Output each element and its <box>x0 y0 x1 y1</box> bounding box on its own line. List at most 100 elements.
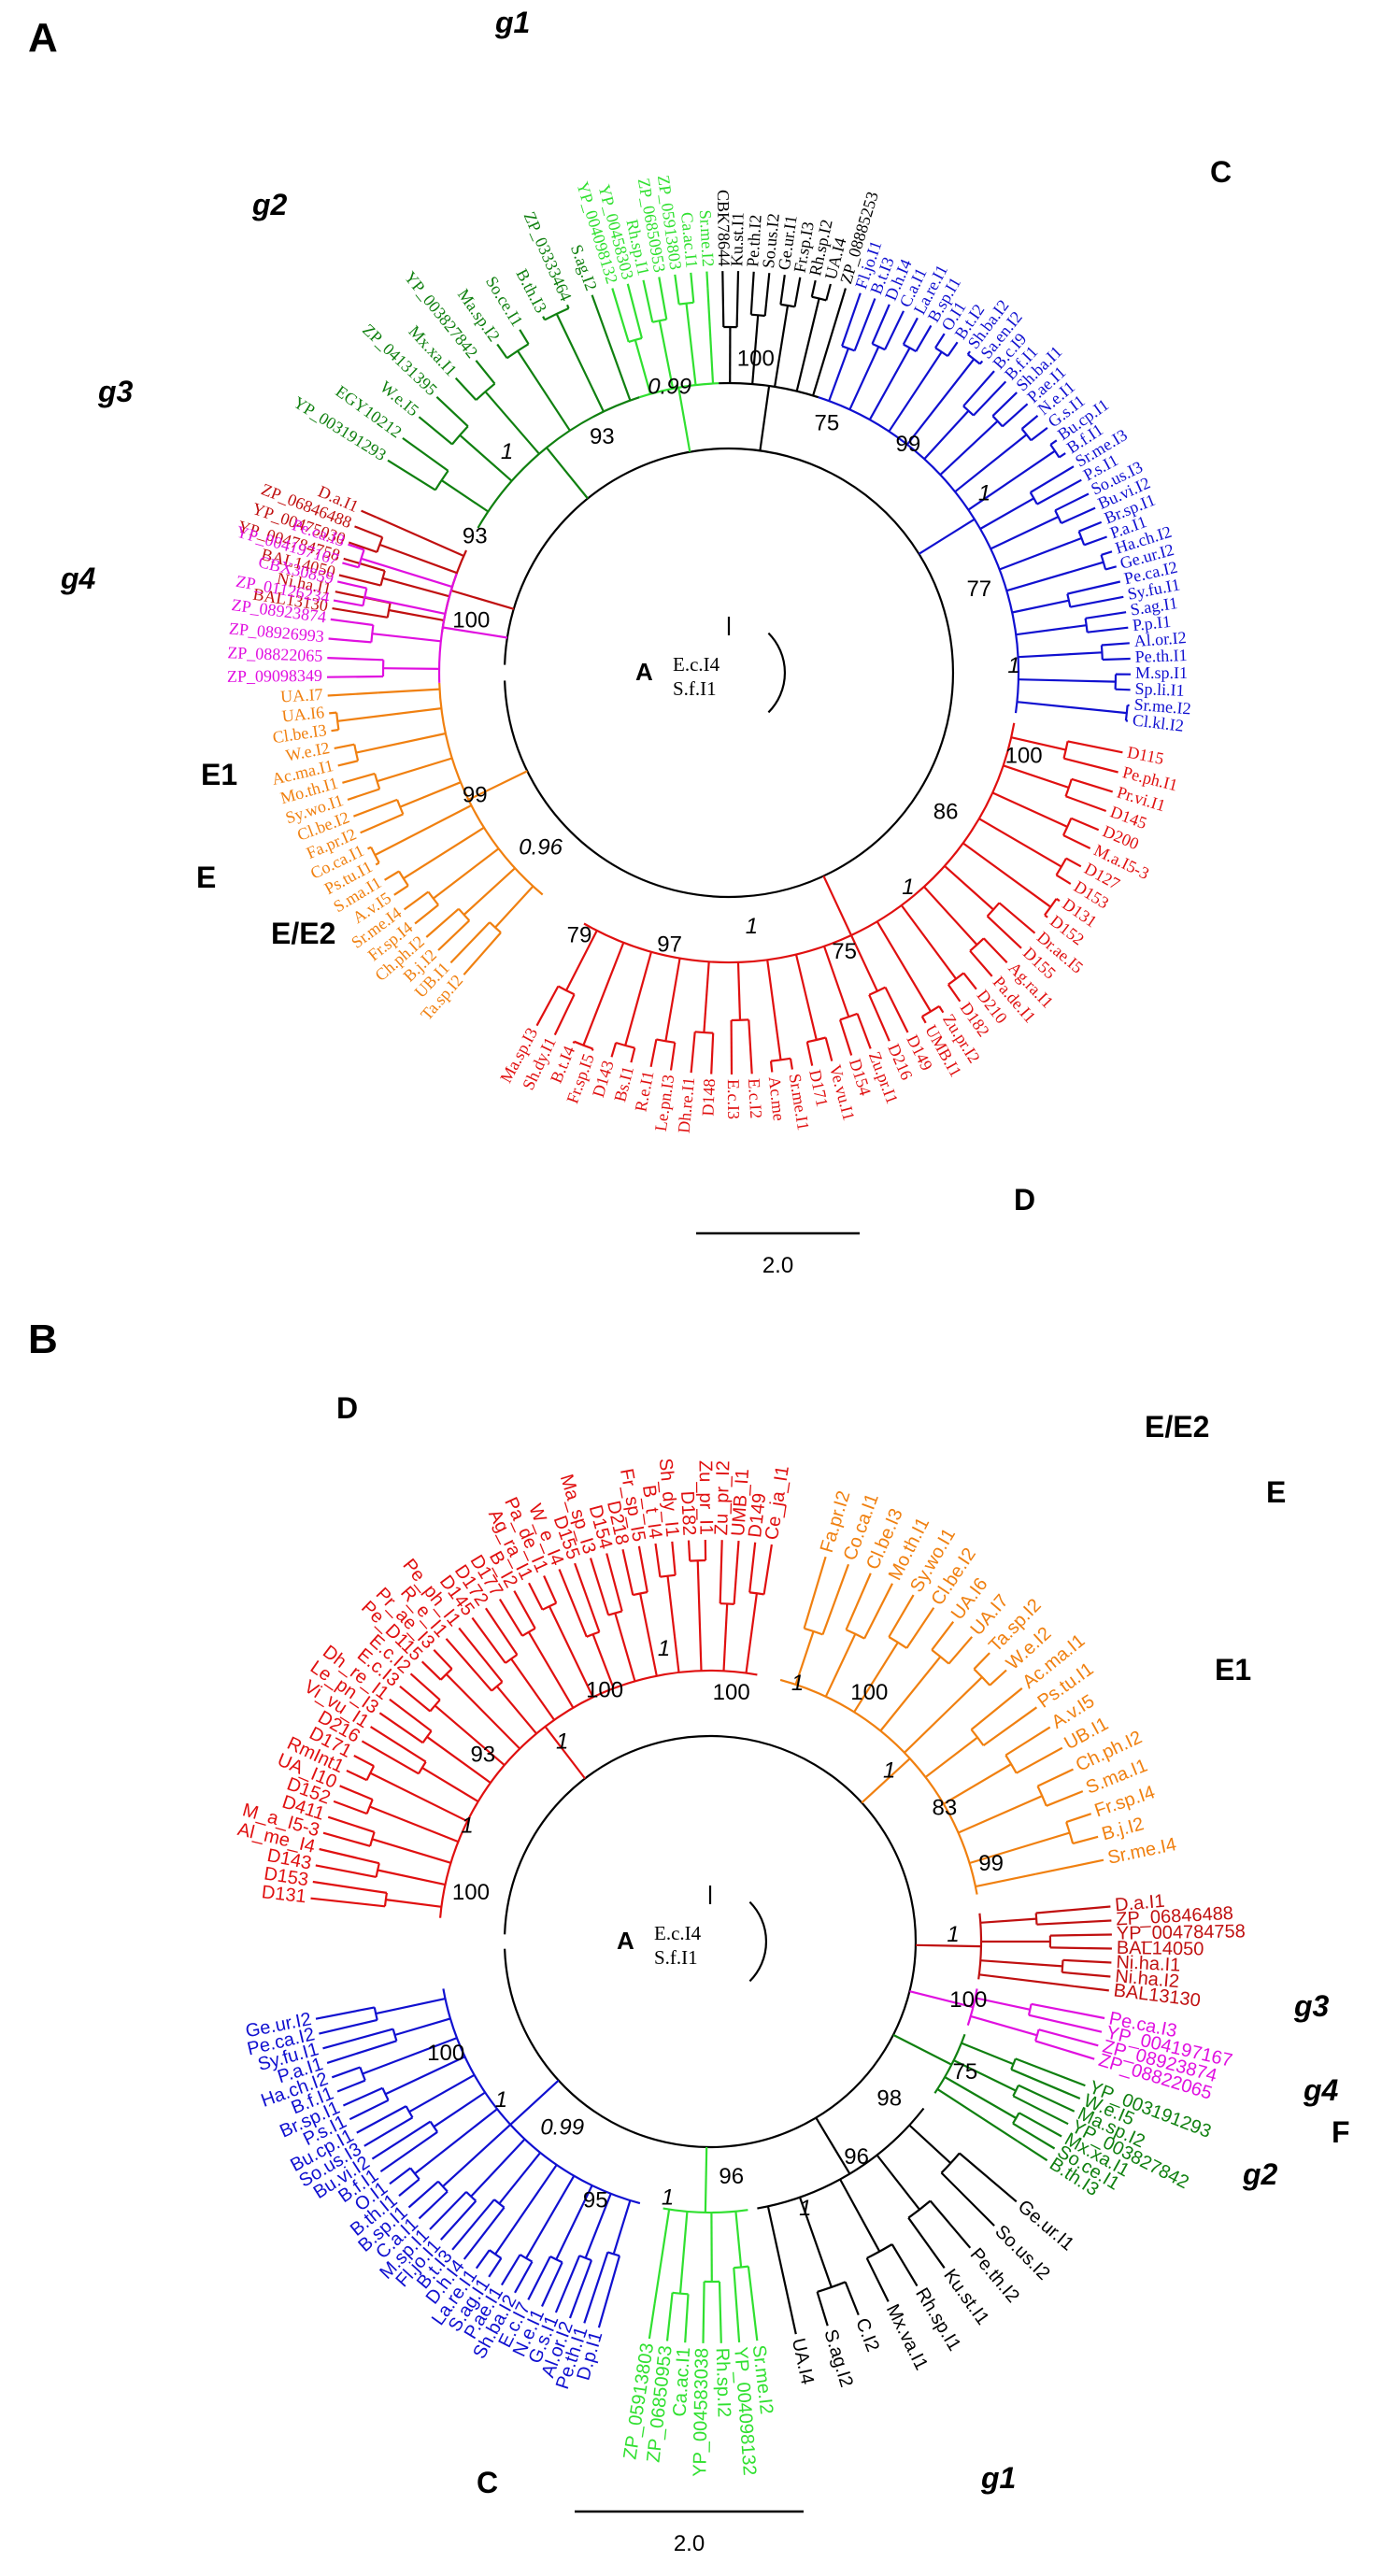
subclade-stem <box>414 2108 498 2175</box>
subclade-arc <box>817 2281 847 2293</box>
leaf-branch <box>747 2266 759 2341</box>
support-value: 93 <box>470 1743 495 1768</box>
leaf-branch <box>1061 1971 1111 1978</box>
subclade-arc <box>434 470 449 491</box>
subclade-arc <box>1020 428 1033 441</box>
subclade-stem <box>923 886 978 946</box>
support-value: 1 <box>978 481 990 506</box>
leaf-branch <box>435 395 469 428</box>
subclade-arc <box>962 405 975 417</box>
leaf-label: Ca.ac.I1 <box>670 2346 695 2417</box>
subclade-arc <box>947 972 964 986</box>
leaf-branch <box>940 2171 995 2227</box>
leaf-branch <box>331 728 339 733</box>
leaf-branch <box>805 1041 814 1066</box>
clade-stem <box>546 447 589 500</box>
subclade-stem <box>751 315 760 385</box>
subclade-stem <box>442 2124 511 2187</box>
subclade-stem <box>795 298 820 391</box>
subclade-stem <box>888 351 943 433</box>
subclade-stem <box>525 2175 576 2259</box>
subclade-stem <box>378 543 458 575</box>
leaf-branch <box>905 1607 935 1649</box>
subclade-stem <box>388 608 445 621</box>
leaf-branch <box>336 580 367 590</box>
leaf-label: YP_004784758 <box>1117 1921 1246 1943</box>
subclade-stem <box>403 826 485 880</box>
leaf-branch <box>387 459 436 491</box>
leaf-branch <box>339 1785 374 1801</box>
support-value: 100 <box>452 1880 490 1905</box>
subclade-stem <box>612 2199 632 2255</box>
leaf-branch <box>326 2040 397 2064</box>
leaf-branch <box>591 294 609 340</box>
subclade-stem <box>445 1673 521 1750</box>
leaf-branch <box>327 657 384 662</box>
leaf-branch <box>338 574 381 587</box>
support-value: 100 <box>1005 744 1043 769</box>
leaf-branch <box>322 1831 371 1847</box>
subclade-stem <box>970 2014 1038 2037</box>
leaf-branch <box>1016 1746 1063 1774</box>
subclade-arc <box>846 1629 865 1640</box>
support-value: 1 <box>501 439 513 464</box>
leaf-branch <box>574 1562 601 1632</box>
subclade-stem <box>582 942 625 1046</box>
leaf-branch <box>420 1660 442 1681</box>
leaf-label: CBK78644 <box>714 190 734 266</box>
subclade-arc <box>1004 1754 1018 1774</box>
leaf-branch <box>363 2116 414 2147</box>
clade-label-g3: g3 <box>1293 1989 1330 2023</box>
subclade-stem <box>1005 561 1104 592</box>
leaf-branch <box>749 271 755 315</box>
leaf-branch <box>1065 795 1107 813</box>
leaf-branch <box>1010 2068 1081 2100</box>
support-value: 99 <box>463 783 488 808</box>
support-value: 1 <box>791 1671 804 1696</box>
leaf-branch <box>589 1558 610 1615</box>
leaf-label: Al.or.I2 <box>1133 628 1187 650</box>
subclade-arc <box>521 1627 536 1637</box>
leaf-branch <box>500 2254 521 2286</box>
leaf-branch <box>542 316 546 320</box>
subclade-arc <box>520 2254 534 2263</box>
leaf-branch <box>319 1847 380 1865</box>
leaf-branch <box>1015 2057 1086 2087</box>
leaf-branch <box>409 1672 441 1701</box>
clade-stem <box>544 1726 586 1780</box>
leaf-label: Zu_pr_I2 <box>711 1460 734 1536</box>
subclade-stem <box>658 320 675 390</box>
leaf-branch <box>407 2180 439 2209</box>
leaf-branch <box>1058 452 1066 459</box>
clade-arc <box>583 722 1016 964</box>
subclade-stem <box>990 516 1059 550</box>
leaf-branch <box>418 2190 449 2220</box>
leaf-branch <box>361 1740 420 1775</box>
subclade-arc <box>1062 818 1073 836</box>
subclade-stem <box>936 2087 1019 2142</box>
leaf-branch <box>1004 1726 1051 1757</box>
subclade-arc <box>386 603 392 618</box>
clade-stem <box>915 1943 982 1948</box>
subclade-stem <box>494 2164 558 2256</box>
leaf-branch <box>367 846 372 850</box>
subclade-stem <box>606 338 632 401</box>
subclade-stem <box>624 951 653 1046</box>
leaf-branch <box>871 304 890 345</box>
leaf-branch <box>719 1540 723 1604</box>
leaf-branch <box>658 277 668 320</box>
leaf-branch <box>769 1060 774 1073</box>
support-value: 93 <box>590 424 615 449</box>
subclade-arc <box>418 1761 427 1774</box>
leaf-branch <box>1002 403 1029 428</box>
leaf-branch <box>310 1897 386 1908</box>
subclade-stem <box>967 449 1056 511</box>
subclade-stem <box>459 434 513 482</box>
clade-label-g1: g1 <box>494 6 530 39</box>
subclade-stem <box>978 1973 1075 1987</box>
subclade-stem <box>399 781 462 808</box>
leaf-branch <box>841 292 862 347</box>
subclade-stem <box>527 1631 575 1709</box>
root-taxon: E.c.I4 <box>654 1922 702 1944</box>
leaf-branch <box>1038 2028 1099 2047</box>
